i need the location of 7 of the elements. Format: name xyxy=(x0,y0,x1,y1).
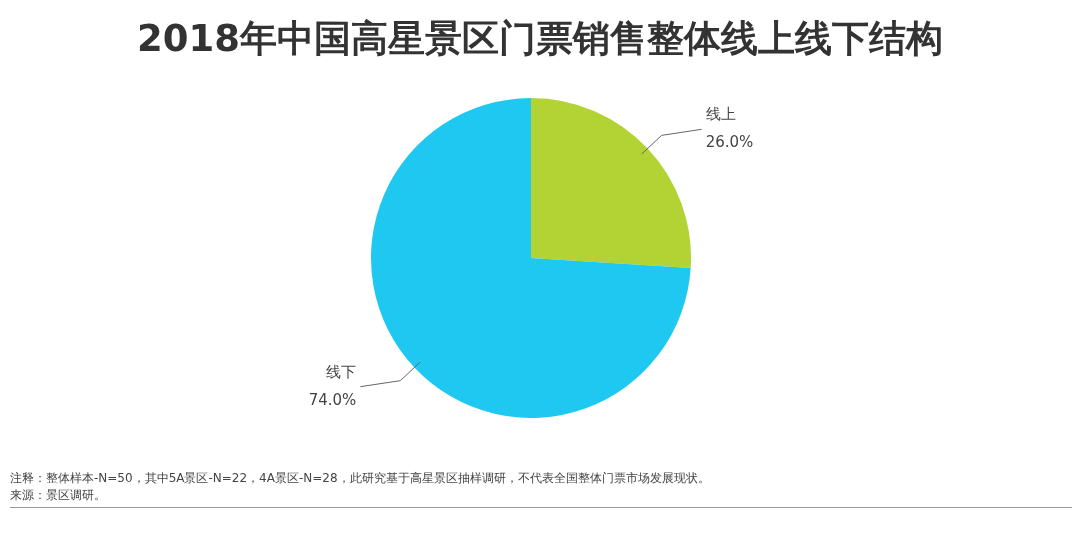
slice-label: 线下 xyxy=(326,362,357,381)
source-note: 来源：景区调研。 xyxy=(10,487,107,504)
data-label: 74.0% xyxy=(308,390,357,409)
slice-label: 线上 xyxy=(705,105,736,124)
chart-title: 2018年中国高星景区门票销售整体线上线下结构 xyxy=(136,16,944,62)
data-label: 26.0% xyxy=(705,133,754,152)
text: 注释：整体样本-N=50，其中5A景区-N=22，4A景区-N=28，此研究基于高星景区抽样调研，不代表全国整体门票市场发展现状。 xyxy=(10,470,710,487)
